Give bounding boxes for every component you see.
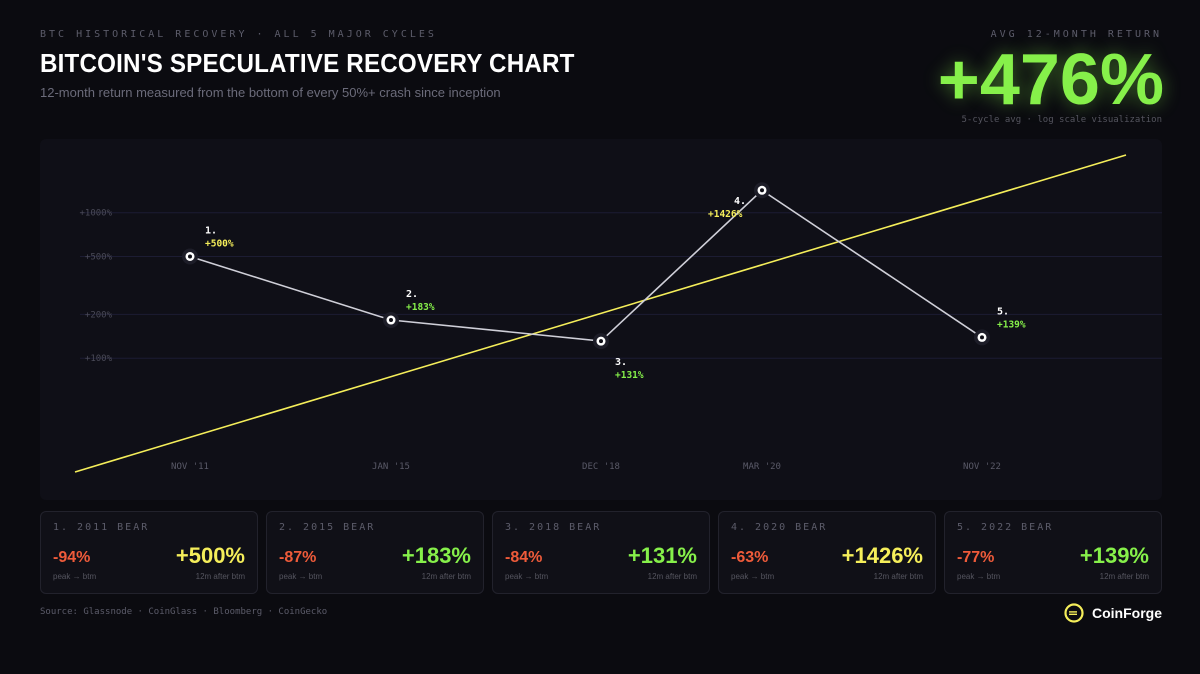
card-drawdown: -77% — [957, 549, 995, 566]
card-return-label: 12m after btm — [421, 572, 471, 581]
card-return-label: 12m after btm — [873, 572, 923, 581]
card-title: 2. 2015 BEAR — [279, 522, 376, 533]
cycle-card: 3. 2018 BEAR -84% +131% peak → btm 12m a… — [492, 511, 710, 594]
cycle-card: 4. 2020 BEAR -63% +1426% peak → btm 12m … — [718, 511, 936, 594]
chart-panel: +100% +200% +500% +1000% NOV '11 JAN '15 DEC '… — [40, 139, 1162, 500]
card-return: +131% — [627, 543, 697, 568]
card-return: +500% — [175, 543, 245, 568]
x-tick-label: NOV '22 — [963, 462, 1001, 472]
card-title: 5. 2022 BEAR — [957, 522, 1054, 533]
data-point-center — [389, 318, 393, 323]
card-drawdown-label: peak → btm — [731, 572, 775, 581]
card-title: 1. 2011 BEAR — [53, 522, 150, 533]
point-number-label: 3. — [615, 357, 627, 368]
point-value-label: +1426% — [708, 209, 743, 220]
page-subtitle: 12-month return measured from the bottom… — [40, 85, 501, 100]
x-tick-label: MAR '20 — [743, 462, 781, 472]
card-return: +183% — [401, 543, 471, 568]
coinforge-logo-icon — [1064, 603, 1084, 623]
card-return: +139% — [1079, 543, 1149, 568]
cycle-card: 5. 2022 BEAR -77% +139% peak → btm 12m a… — [944, 511, 1162, 594]
cycle-card: 1. 2011 BEAR -94% +500% peak → btm 12m a… — [40, 511, 258, 594]
cycle-cards: 1. 2011 BEAR -94% +500% peak → btm 12m a… — [40, 511, 1164, 594]
card-drawdown: -84% — [505, 549, 543, 566]
trend-line — [74, 154, 1127, 473]
point-number-label: 4. — [734, 196, 746, 207]
card-title: 4. 2020 BEAR — [731, 522, 828, 533]
kpi-label: AVG 12-MONTH RETURN — [990, 29, 1162, 40]
card-return-label: 12m after btm — [1099, 572, 1149, 581]
kpi-value: +476% — [937, 40, 1164, 120]
y-tick-label: +200% — [85, 310, 113, 320]
card-drawdown-label: peak → btm — [505, 572, 549, 581]
card-drawdown-label: peak → btm — [957, 572, 1001, 581]
data-point-center — [760, 188, 764, 193]
point-number-label: 1. — [205, 225, 217, 236]
x-tick-label: DEC '18 — [582, 462, 620, 472]
point-number-label: 5. — [997, 306, 1009, 317]
point-value-label: +131% — [615, 370, 644, 381]
x-tick-label: NOV '11 — [171, 462, 209, 472]
page-title: BITCOIN'S SPECULATIVE RECOVERY CHART — [40, 48, 575, 78]
recovery-chart: +100% +200% +500% +1000% NOV '11 JAN '15 DEC '… — [74, 154, 1162, 473]
point-value-label: +183% — [406, 302, 435, 313]
y-tick-label: +1000% — [79, 209, 112, 219]
brand-name: CoinForge — [1092, 605, 1162, 621]
cycle-card: 2. 2015 BEAR -87% +183% peak → btm 12m a… — [266, 511, 484, 594]
data-point-center — [599, 339, 603, 344]
card-return-label: 12m after btm — [647, 572, 697, 581]
data-point-center — [188, 254, 192, 259]
data-point-center — [980, 335, 984, 340]
card-drawdown: -87% — [279, 549, 317, 566]
card-drawdown: -94% — [53, 549, 91, 566]
y-tick-label: +500% — [85, 252, 113, 262]
card-return: +1426% — [841, 543, 923, 568]
point-value-label: +139% — [997, 319, 1026, 330]
kpi-note: 5-cycle avg · log scale visualization — [961, 115, 1162, 125]
point-number-label: 2. — [406, 289, 418, 300]
eyebrow: BTC HISTORICAL RECOVERY · ALL 5 MAJOR CY… — [40, 29, 437, 40]
card-return-label: 12m after btm — [195, 572, 245, 581]
brand: CoinForge — [1064, 603, 1162, 623]
point-value-label: +500% — [205, 238, 234, 249]
card-drawdown: -63% — [731, 549, 769, 566]
card-title: 3. 2018 BEAR — [505, 522, 602, 533]
source-note: Source: Glassnode · CoinGlass · Bloomber… — [40, 607, 328, 617]
card-drawdown-label: peak → btm — [279, 572, 323, 581]
card-drawdown-label: peak → btm — [53, 572, 97, 581]
y-tick-label: +100% — [85, 354, 113, 364]
x-tick-label: JAN '15 — [372, 462, 410, 472]
